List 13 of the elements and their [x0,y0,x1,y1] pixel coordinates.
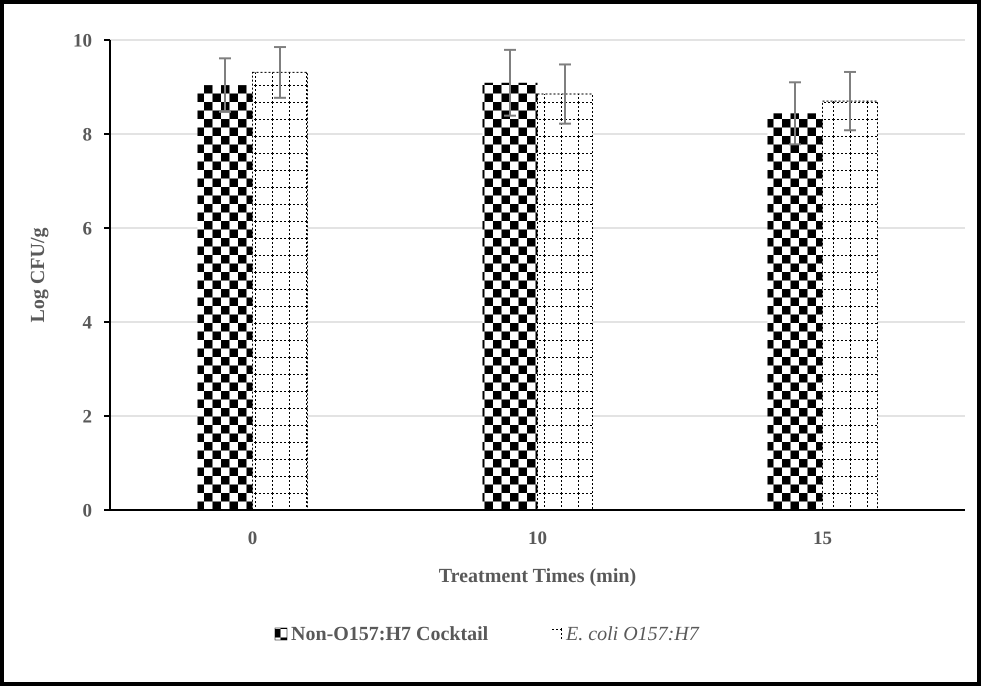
y-tick-label: 2 [82,406,92,428]
y-axis-title: Log CFU/g [27,228,49,322]
x-tick-label: 0 [248,528,258,549]
y-tick-label: 8 [82,124,92,146]
x-tick-label: 15 [813,528,832,549]
y-tick-label: 10 [73,30,92,52]
legend-label: E. coli O157:H7 [565,623,700,645]
y-tick-label: 6 [82,218,92,240]
legend-label: Non-O157:H7 Cocktail [291,623,489,645]
y-tick-label: 0 [82,500,92,522]
y-tick-label: 4 [82,312,92,334]
x-axis-title: Treatment Times (min) [438,565,636,587]
x-tick-label: 10 [528,528,547,549]
